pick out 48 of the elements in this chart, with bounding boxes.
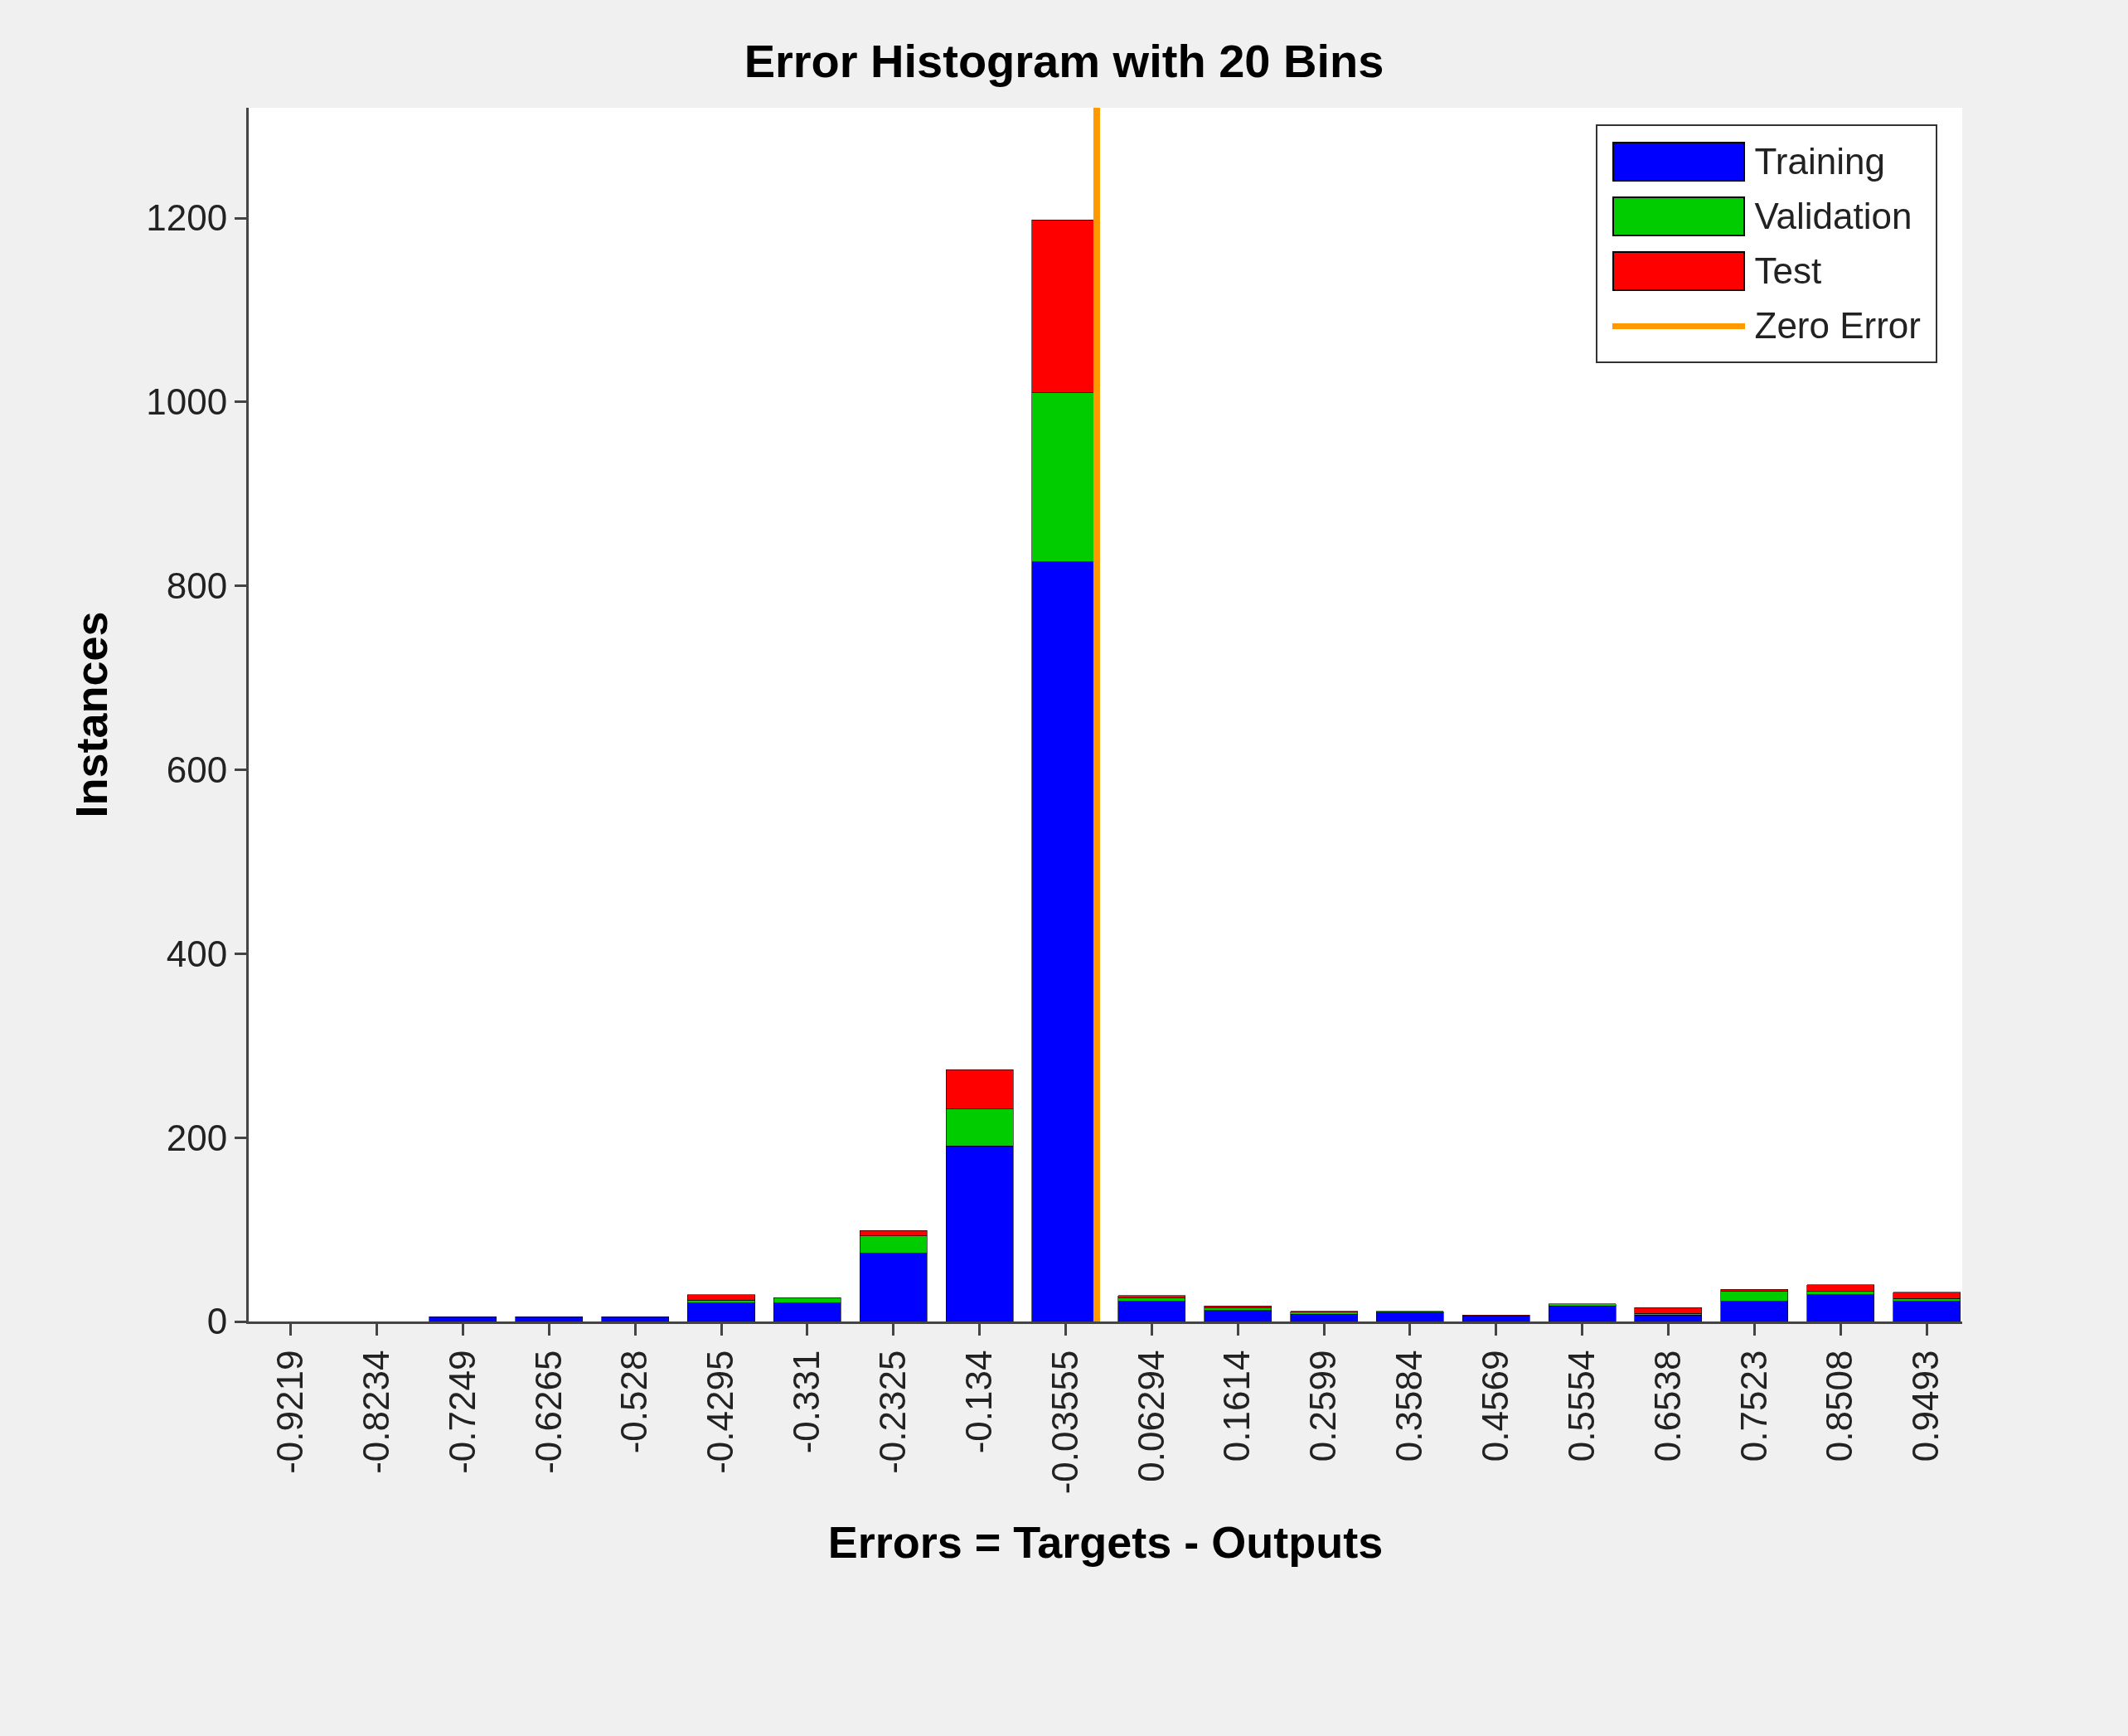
x-tick-label: 0.7523: [1733, 1350, 1774, 1462]
x-tick-label: 0.06294: [1130, 1350, 1171, 1482]
legend-label: Training: [1754, 141, 1885, 182]
bar: [1806, 1284, 1875, 1292]
bar: [1806, 1294, 1875, 1321]
bar: [1893, 1301, 1961, 1321]
bar: [1548, 1305, 1617, 1321]
x-tick-label: 0.5554: [1560, 1350, 1602, 1462]
y-tick-label: 1000: [146, 381, 228, 423]
x-tick-label: -0.6265: [527, 1350, 569, 1474]
y-tick-label: 1200: [146, 197, 228, 239]
x-tick-label: -0.8234: [355, 1350, 396, 1474]
bar: [1634, 1307, 1703, 1314]
x-tick-label: -0.03555: [1044, 1350, 1085, 1495]
bar: [1117, 1295, 1186, 1298]
x-axis-title: Errors = Targets - Outputs: [827, 1516, 1384, 1567]
bar: [1117, 1301, 1186, 1321]
chart-title: Error Histogram with 20 Bins: [744, 34, 1384, 87]
bar: [601, 1317, 669, 1321]
bar: [1204, 1310, 1272, 1321]
x-tick-label: -0.331: [786, 1350, 827, 1454]
bar: [1893, 1292, 1961, 1299]
y-tick-label: 800: [166, 565, 228, 607]
x-tick-label: -0.4295: [700, 1350, 741, 1474]
y-tick-label: 0: [206, 1301, 228, 1342]
bar: [687, 1302, 755, 1321]
legend-label: Validation: [1754, 196, 1912, 237]
x-tick-label: -0.134: [957, 1350, 999, 1454]
y-tick-label: 200: [166, 1117, 228, 1158]
bar: [515, 1317, 584, 1321]
legend-label: Test: [1754, 250, 1822, 292]
x-tick-label: 0.4569: [1475, 1350, 1516, 1462]
x-tick-label: 0.1614: [1216, 1350, 1258, 1462]
x-tick-label: 0.3584: [1389, 1350, 1430, 1462]
x-tick-label: 0.8508: [1819, 1350, 1860, 1462]
x-tick-label: 0.2599: [1302, 1350, 1344, 1462]
legend-label: Zero Error: [1754, 305, 1921, 347]
bar: [687, 1294, 755, 1301]
y-tick-label: 400: [166, 933, 228, 974]
x-tick-label: 0.9493: [1905, 1350, 1946, 1462]
x-tick-label: -0.528: [613, 1350, 655, 1454]
bar: [429, 1317, 497, 1321]
x-tick-label: -0.9219: [269, 1350, 311, 1474]
y-axis-title: Instances: [65, 611, 116, 818]
y-tick-label: 600: [166, 749, 228, 790]
x-tick-label: 0.6538: [1646, 1350, 1688, 1462]
x-tick-label: -0.7249: [441, 1350, 482, 1474]
x-tick-label: -0.2325: [872, 1350, 914, 1474]
